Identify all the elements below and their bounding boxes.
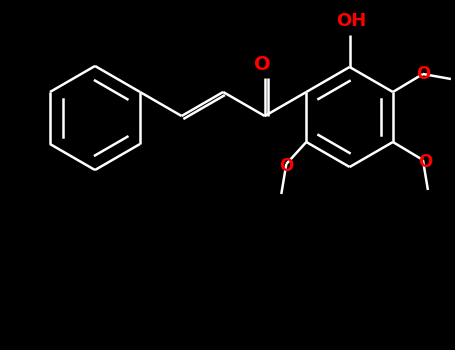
Text: O: O [418,153,432,171]
Text: O: O [279,157,293,175]
Text: O: O [416,65,430,83]
Text: O: O [254,55,271,74]
Text: OH: OH [337,12,367,30]
